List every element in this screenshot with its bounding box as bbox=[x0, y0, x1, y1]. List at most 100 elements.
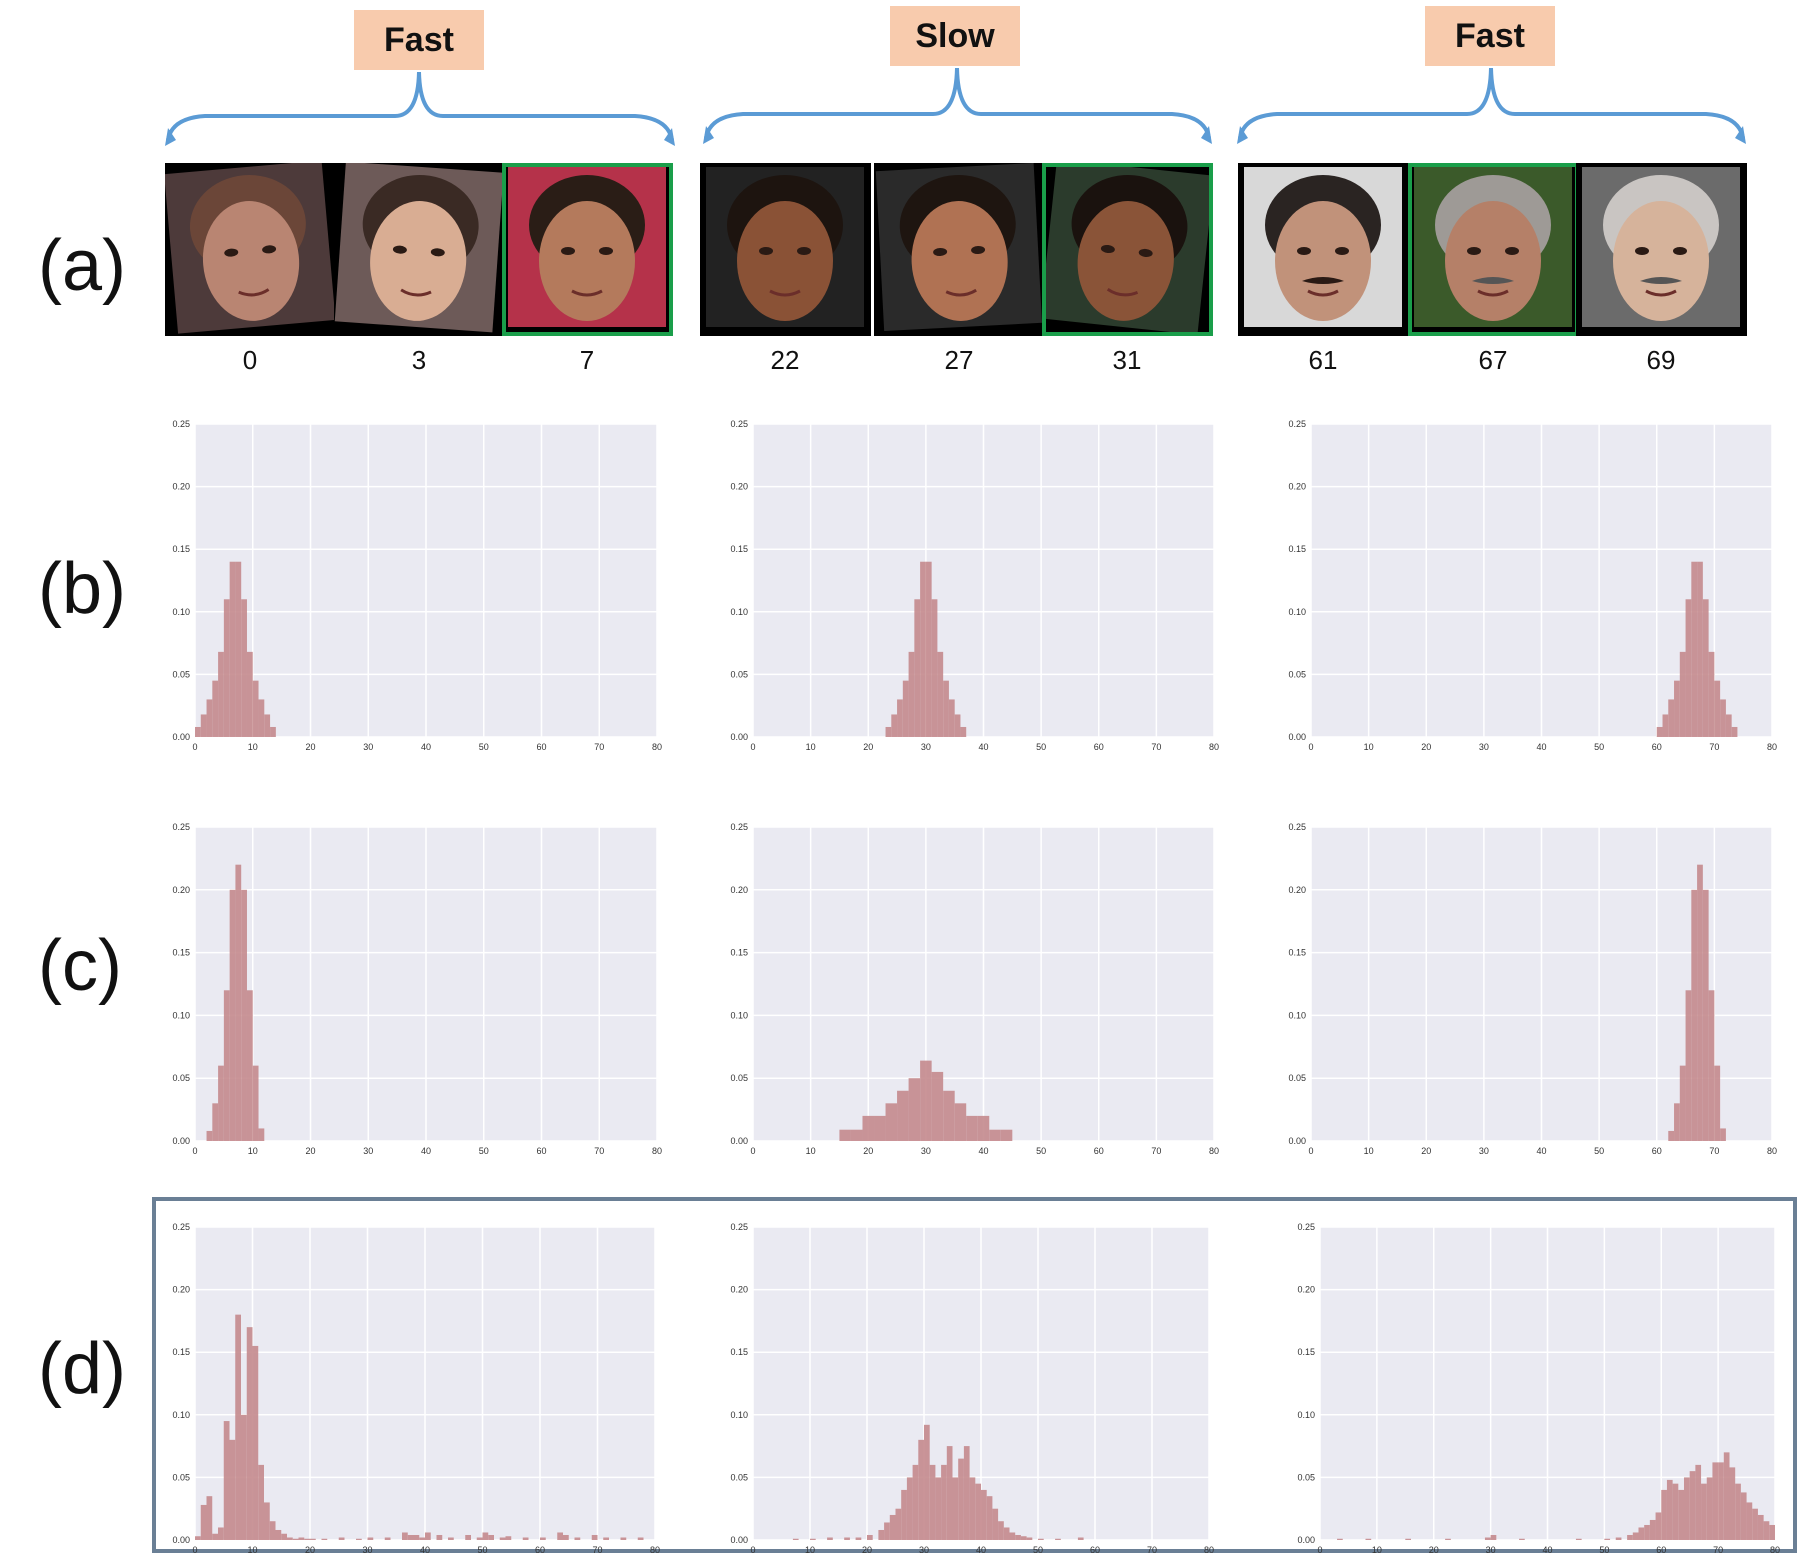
y-tick-label: 0.20 bbox=[1297, 1285, 1315, 1295]
histogram-bar bbox=[1009, 1532, 1016, 1540]
face-photo-8 bbox=[1576, 163, 1747, 336]
histogram-bar bbox=[269, 1521, 276, 1540]
y-tick-label: 0.10 bbox=[1288, 1010, 1306, 1020]
face-photo-3 bbox=[700, 163, 871, 336]
histogram-bar bbox=[1638, 1527, 1645, 1540]
histogram-bar bbox=[908, 1078, 921, 1141]
histogram-bar bbox=[212, 1533, 218, 1540]
y-tick-label: 0.00 bbox=[730, 1535, 748, 1545]
histogram-svg-c-2: 0 10 20 30 40 50 60 70 80 0.00 0.05 0.10 0.15 0.20 0.2… bbox=[1288, 822, 1777, 1156]
x-tick-label: 70 bbox=[1147, 1545, 1157, 1555]
histogram-bar bbox=[1708, 990, 1715, 1141]
y-tick-label: 0.05 bbox=[172, 1472, 190, 1482]
y-tick-label: 0.05 bbox=[730, 1073, 748, 1083]
x-tick-label: 0 bbox=[750, 1146, 755, 1156]
histogram-bar bbox=[966, 1115, 978, 1141]
x-tick-label: 80 bbox=[1767, 742, 1777, 752]
y-tick-label: 0.25 bbox=[730, 419, 748, 429]
histogram-bar bbox=[855, 1537, 862, 1540]
y-tick-label: 0.05 bbox=[1297, 1472, 1315, 1482]
x-tick-label: 0 bbox=[1317, 1545, 1322, 1555]
histogram-b-2: 0 10 20 30 40 50 60 70 80 0.00 0.05 0.10 0.15 0.20 0.2… bbox=[1288, 419, 1777, 752]
histogram-bar bbox=[850, 1129, 863, 1141]
face-age-label-5: 31 bbox=[1112, 345, 1142, 375]
face-photo-0 bbox=[165, 163, 336, 336]
face-age-label-6: 61 bbox=[1308, 345, 1338, 375]
histogram-bar bbox=[918, 1439, 924, 1540]
histogram-b-0: 0 10 20 30 40 50 60 70 80 0.00 0.05 0.10 0.15 0.20 0.2… bbox=[172, 419, 662, 752]
x-tick-label: 80 bbox=[1767, 1146, 1777, 1156]
histogram-d-2: 0 10 20 30 40 50 60 70 80 0.00 0.05 0.10 0.15 0.20 0.2… bbox=[1297, 1222, 1780, 1555]
x-tick-label: 70 bbox=[594, 1146, 604, 1156]
row-label-d: (d) bbox=[38, 1329, 126, 1409]
histogram-bar bbox=[844, 1537, 850, 1540]
histogram-bar bbox=[1720, 699, 1726, 737]
histogram-bar bbox=[200, 714, 207, 737]
histogram-bar bbox=[935, 1477, 942, 1540]
x-tick-label: 70 bbox=[1709, 1146, 1719, 1156]
x-tick-label: 10 bbox=[806, 742, 816, 752]
histogram-bar bbox=[476, 1537, 483, 1540]
histogram-bar bbox=[1701, 1483, 1707, 1540]
histogram-c-1: 0 10 20 30 40 50 60 70 80 0.00 0.05 0.10 0.15 0.20 0.2… bbox=[730, 822, 1219, 1156]
histogram-bar bbox=[1015, 1534, 1021, 1540]
x-tick-label: 10 bbox=[1364, 1146, 1374, 1156]
y-tick-label: 0.10 bbox=[172, 1010, 190, 1020]
histogram-bar bbox=[969, 1477, 976, 1540]
histogram-bar bbox=[1672, 1483, 1679, 1540]
histogram-bar bbox=[943, 1090, 955, 1141]
x-tick-label: 0 bbox=[750, 1545, 755, 1555]
histogram-bar bbox=[356, 1538, 362, 1540]
histogram-bar bbox=[235, 561, 242, 737]
histogram-bar bbox=[1656, 726, 1663, 737]
y-tick-label: 0.00 bbox=[172, 1136, 190, 1146]
y-tick-label: 0.00 bbox=[172, 1535, 190, 1545]
histogram-bar bbox=[948, 699, 955, 737]
histogram-bar bbox=[258, 1128, 265, 1141]
histogram-bar bbox=[206, 699, 213, 737]
histogram-bar bbox=[1679, 1065, 1686, 1141]
y-tick-label: 0.25 bbox=[730, 1222, 748, 1232]
x-tick-label: 50 bbox=[1594, 742, 1604, 752]
bracket-middle bbox=[704, 67, 1211, 140]
y-tick-label: 0.15 bbox=[1297, 1347, 1315, 1357]
y-tick-label: 0.05 bbox=[172, 1073, 190, 1083]
histogram-svg-d-1: 0 10 20 30 40 50 60 70 80 0.00 0.05 0.10 0.15 0.20 0.2… bbox=[730, 1222, 1214, 1555]
y-tick-label: 0.05 bbox=[1288, 669, 1306, 679]
y-tick-label: 0.10 bbox=[172, 1410, 190, 1420]
histogram-bar bbox=[603, 1537, 609, 1540]
histogram-bar bbox=[1632, 1532, 1639, 1540]
histogram-bar bbox=[287, 1537, 293, 1540]
histogram-bar bbox=[270, 726, 276, 737]
histogram-bar bbox=[1697, 864, 1703, 1141]
histogram-bar bbox=[482, 1532, 489, 1540]
histogram-bar bbox=[591, 1534, 598, 1540]
x-tick-label: 20 bbox=[305, 1146, 315, 1156]
face-age-label-4: 27 bbox=[944, 345, 974, 375]
histogram-bar bbox=[931, 1071, 944, 1141]
histogram-bar bbox=[499, 1537, 506, 1540]
x-tick-label: 10 bbox=[248, 742, 258, 752]
histogram-bar bbox=[252, 1345, 259, 1540]
histogram-bar bbox=[1405, 1538, 1411, 1540]
histogram-bar bbox=[1649, 1519, 1656, 1540]
face-photo-5 bbox=[1042, 163, 1213, 336]
histogram-bar bbox=[937, 651, 944, 737]
y-tick-label: 0.05 bbox=[1288, 1073, 1306, 1083]
y-tick-label: 0.15 bbox=[172, 1347, 190, 1357]
x-tick-label: 60 bbox=[1656, 1545, 1666, 1555]
histogram-bar bbox=[223, 990, 230, 1141]
histogram-bar bbox=[1055, 1538, 1061, 1540]
histogram-bar bbox=[206, 1130, 213, 1141]
x-tick-label: 50 bbox=[1594, 1146, 1604, 1156]
y-tick-label: 0.00 bbox=[1288, 732, 1306, 742]
x-tick-label: 60 bbox=[1094, 742, 1104, 752]
row-label-c: (c) bbox=[38, 926, 122, 1006]
x-tick-label: 40 bbox=[1536, 742, 1546, 752]
histogram-svg-b-0: 0 10 20 30 40 50 60 70 80 0.00 0.05 0.10 0.15 0.20 0.2… bbox=[172, 419, 662, 752]
histogram-bar bbox=[246, 651, 253, 737]
histogram-bar bbox=[912, 1464, 919, 1540]
face-portrait-8 bbox=[1582, 167, 1740, 327]
histogram-bar bbox=[1668, 699, 1675, 737]
histogram-bar bbox=[1484, 1537, 1491, 1540]
